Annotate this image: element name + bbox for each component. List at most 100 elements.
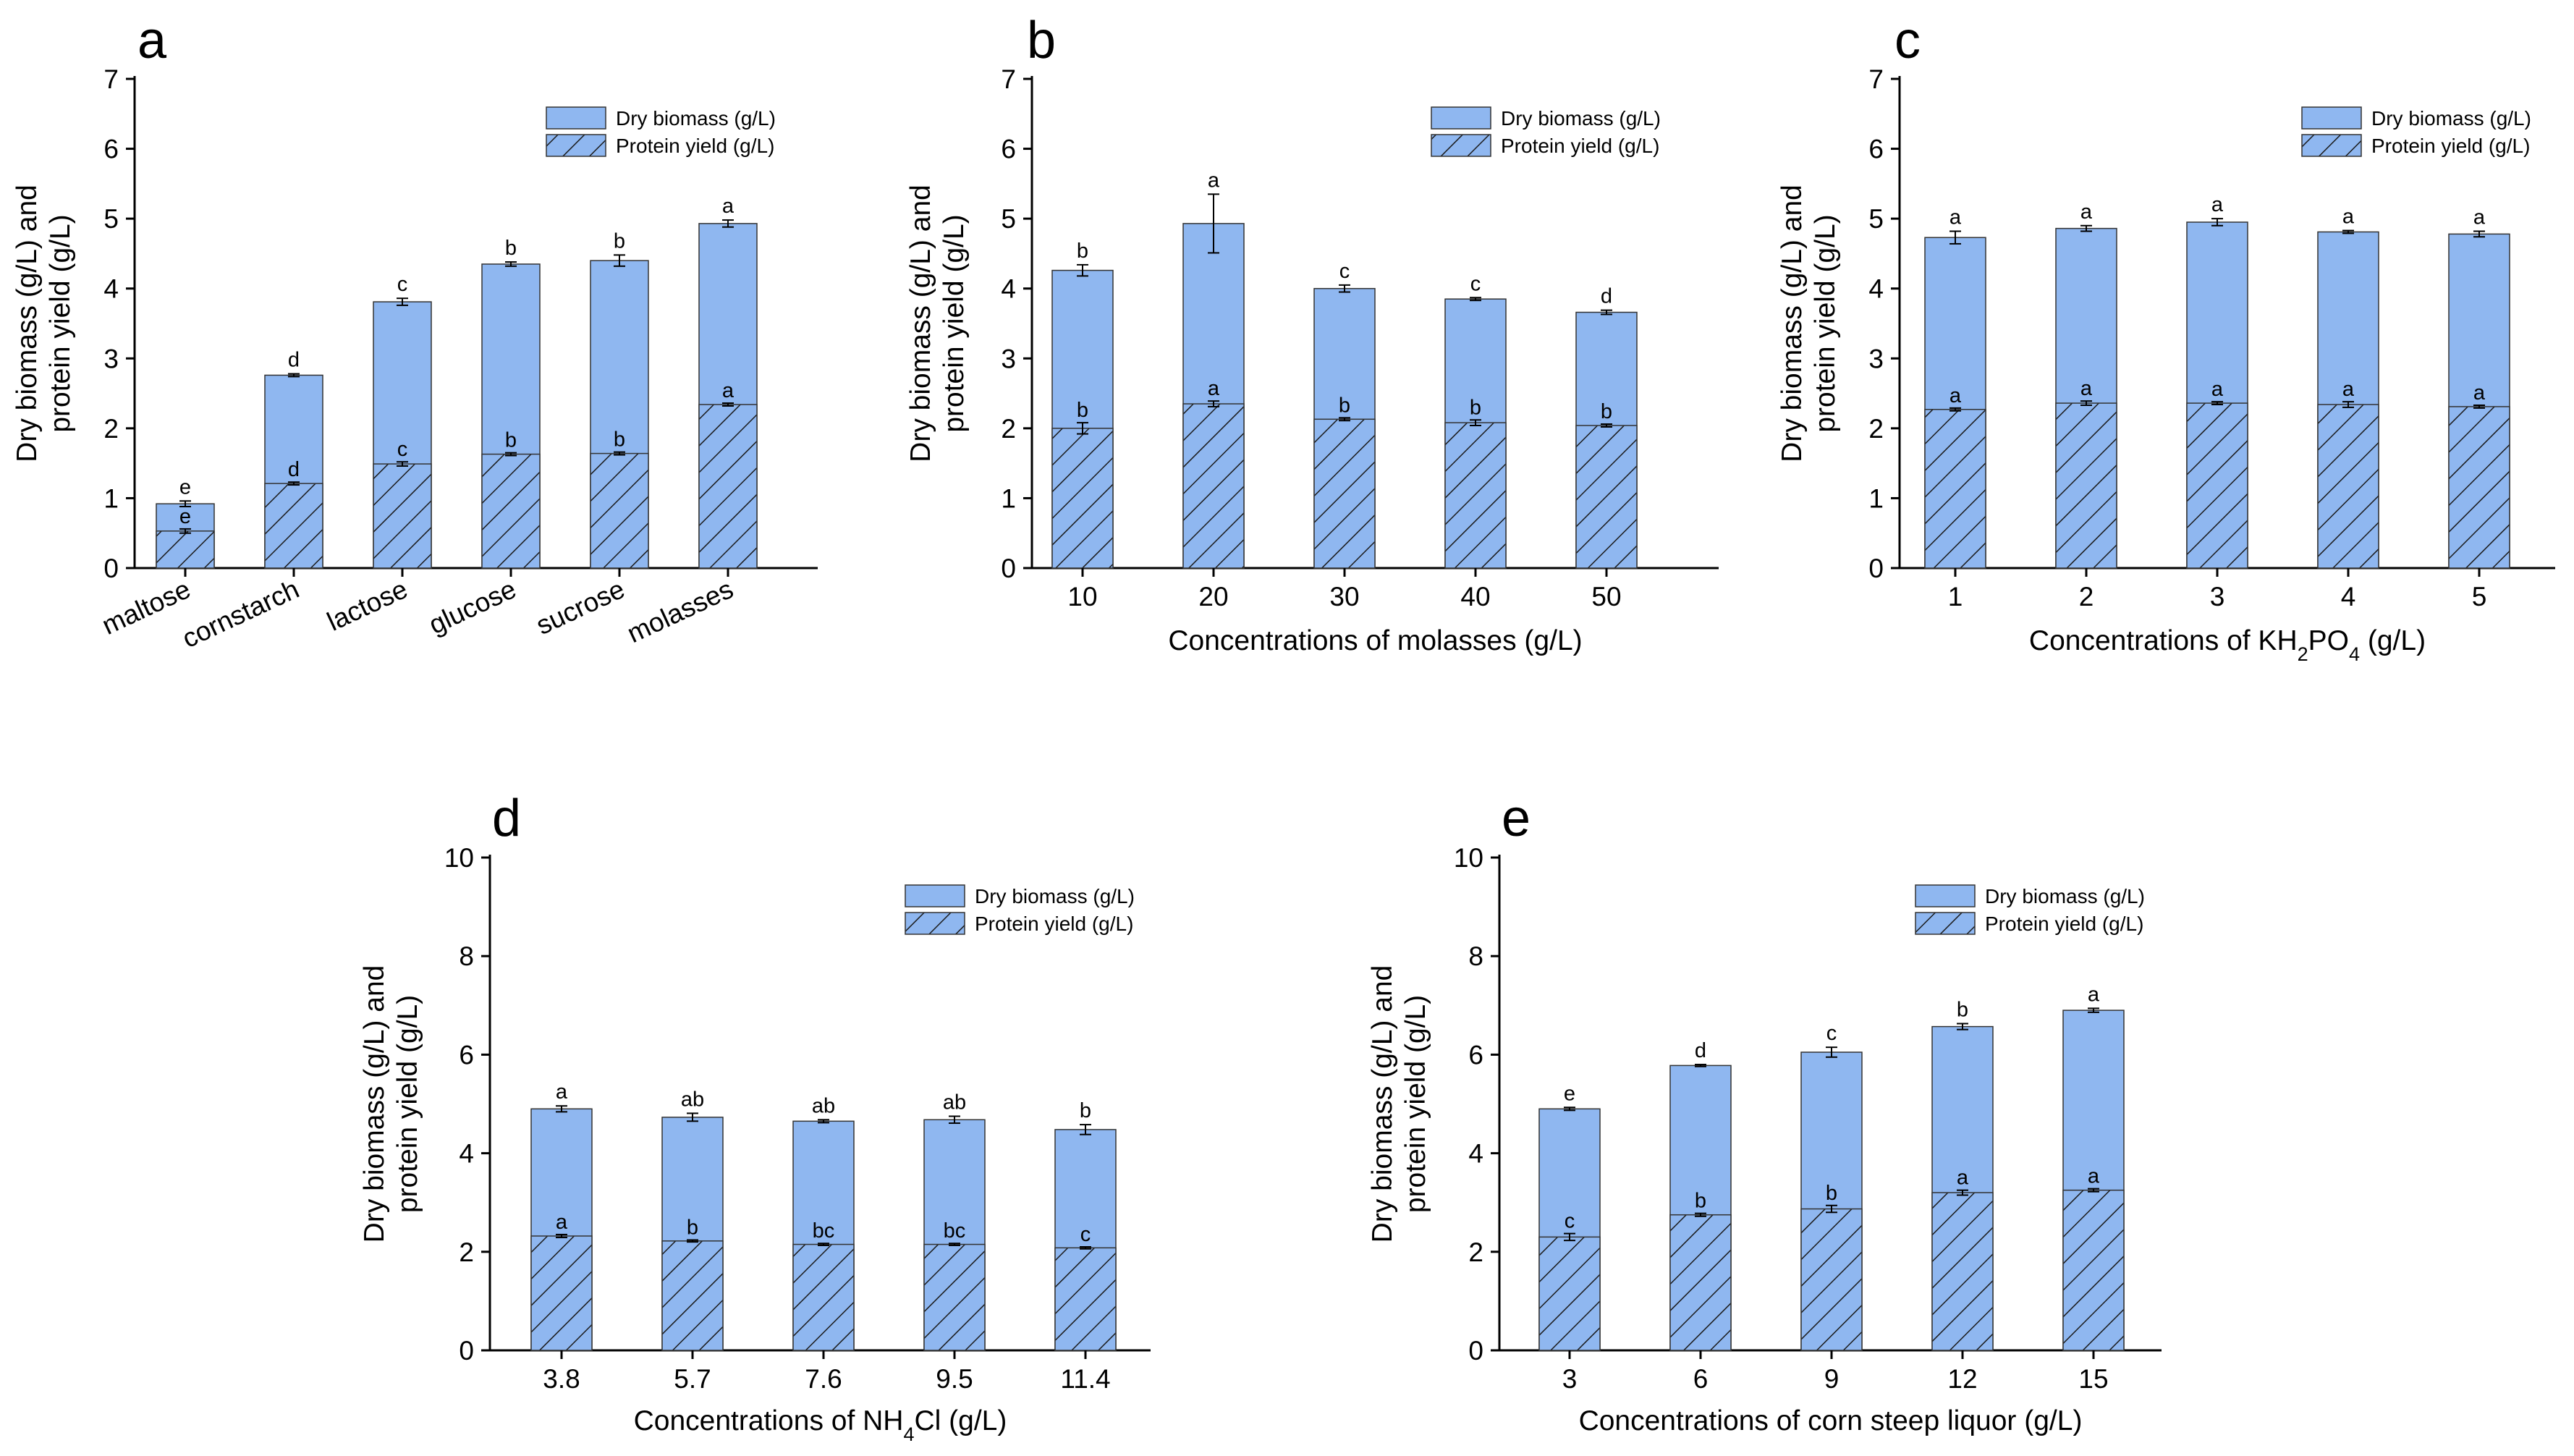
x-axis-title-part: Concentrations of KH <box>2029 625 2298 656</box>
y-axis-title: Dry biomass (g/L) andprotein yield (g/L) <box>1777 185 1841 462</box>
legend-swatch-dry-biomass <box>1431 106 1491 130</box>
error-bar-protein-yield <box>1564 1232 1575 1242</box>
bar-protein-yield <box>373 463 432 569</box>
y-axis-title-line: Dry biomass (g/L) and <box>905 185 936 462</box>
error-bar-protein-yield <box>179 528 191 534</box>
significance-label-protein: e <box>179 505 191 528</box>
error-bar-dry-biomass <box>2473 230 2485 238</box>
y-tick-label: 2 <box>459 1237 474 1267</box>
significance-label-protein: a <box>1208 377 1220 400</box>
error-bar-dry-biomass <box>1826 1046 1837 1058</box>
legend-label-dry-biomass: Dry biomass (g/L) <box>1501 107 1661 130</box>
y-tick-label: 0 <box>459 1336 474 1366</box>
y-axis-title-line: protein yield (g/L) <box>45 214 76 432</box>
x-tick-label: cornstarch <box>178 574 304 653</box>
bar-protein-yield <box>2062 1189 2125 1351</box>
legend-label-protein-yield: Protein yield (g/L) <box>1985 913 2143 935</box>
error-bar-protein-yield <box>2342 401 2354 408</box>
error-bar-protein-yield <box>687 1239 698 1243</box>
x-tick-label: 5.7 <box>674 1364 711 1394</box>
x-tick-label: 10 <box>1067 582 1097 611</box>
error-bar-protein-yield <box>1826 1204 1837 1214</box>
significance-label-protein: b <box>1601 400 1612 423</box>
error-bar-dry-biomass <box>2080 224 2092 232</box>
x-tick-label: 5 <box>2472 582 2487 611</box>
y-tick-label: 8 <box>459 941 474 971</box>
error-bar-protein-yield <box>1339 417 1350 422</box>
legend-swatch-protein-yield <box>1431 134 1491 157</box>
significance-label-biomass: d <box>1601 285 1612 308</box>
error-bar-protein-yield <box>1080 1245 1091 1250</box>
error-bar-protein-yield <box>505 452 517 457</box>
legend-label-protein-yield: Protein yield (g/L) <box>2371 135 2530 157</box>
x-tick-label: 2 <box>2079 582 2094 611</box>
significance-label-protein: a <box>2473 381 2486 405</box>
error-bar-dry-biomass <box>722 219 734 228</box>
x-tick-label: 3.8 <box>543 1364 580 1394</box>
significance-label-biomass: a <box>1208 169 1220 192</box>
significance-label-biomass: ab <box>943 1091 966 1114</box>
y-axis-title-line: Dry biomass (g/L) and <box>359 965 390 1243</box>
error-bar-protein-yield <box>556 1233 567 1239</box>
y-axis-title: Dry biomass (g/L) andprotein yield (g/L) <box>359 965 423 1243</box>
y-tick-label: 6 <box>1468 1040 1483 1070</box>
error-bar-dry-biomass <box>1339 284 1350 293</box>
legend-label-protein-yield: Protein yield (g/L) <box>1501 135 1659 157</box>
error-bar-dry-biomass <box>288 373 300 378</box>
x-axis-title: Concentrations of KH2PO4 (g/L) <box>2029 625 2426 665</box>
x-axis-title: Concentrations of NH4Cl (g/L) <box>634 1405 1007 1445</box>
y-axis-title: Dry biomass (g/L) andprotein yield (g/L) <box>905 185 970 462</box>
error-bar-protein-yield <box>397 461 408 467</box>
y-tick-label: 0 <box>1868 554 1884 583</box>
y-tick-label: 0 <box>1001 554 1016 583</box>
error-bar-dry-biomass <box>1949 230 1961 245</box>
y-axis-title-line: protein yield (g/L) <box>1810 214 1841 432</box>
x-axis-title-subscript: 4 <box>2349 643 2360 665</box>
y-tick-label: 0 <box>103 554 119 583</box>
x-tick-label: 6 <box>1693 1364 1709 1394</box>
significance-label-protein: b <box>505 429 517 452</box>
y-tick-label: 5 <box>1001 204 1016 234</box>
y-axis-title: Dry biomass (g/L) andprotein yield (g/L) <box>1367 965 1431 1243</box>
x-tick-label: 3 <box>1562 1364 1578 1394</box>
error-bar-protein-yield <box>614 451 625 456</box>
significance-label-protein: d <box>288 458 300 481</box>
panel-letter: e <box>1502 790 1531 847</box>
significance-label-biomass: a <box>2080 200 2093 224</box>
significance-label-protein: a <box>1949 384 1962 407</box>
error-bar-dry-biomass <box>179 500 191 508</box>
panel-letter: b <box>1027 12 1056 69</box>
error-bar-protein-yield <box>1208 400 1219 407</box>
significance-label-biomass: a <box>2088 983 2100 1006</box>
error-bar-protein-yield <box>1601 423 1612 428</box>
bar-protein-yield <box>792 1243 855 1351</box>
y-axis-title: Dry biomass (g/L) andprotein yield (g/L) <box>12 185 76 462</box>
x-axis-title: Concentrations of molasses (g/L) <box>1168 625 1582 656</box>
y-tick-label: 3 <box>103 344 119 373</box>
legend-label-dry-biomass: Dry biomass (g/L) <box>2371 107 2531 130</box>
significance-label-protein: b <box>687 1216 698 1239</box>
y-tick-label: 7 <box>1868 64 1884 94</box>
y-tick-label: 5 <box>1868 204 1884 234</box>
significance-label-protein: a <box>2211 378 2224 401</box>
y-tick-label: 6 <box>1001 135 1016 164</box>
chart-panel-b: b 0 1 2 3 4 5 6 7 Dry biomass (g/L) andprotein yi… <box>905 12 1719 656</box>
chart-panel-c: c 0 1 2 3 4 5 6 7 Dry biomass (g/L) andprotein yi… <box>1777 12 2555 665</box>
x-tick-label: 4 <box>2341 582 2356 611</box>
significance-label-protein: c <box>1080 1223 1091 1246</box>
error-bar-protein-yield <box>2080 400 2092 406</box>
error-bar-dry-biomass <box>505 261 517 267</box>
significance-label-protein: b <box>1695 1190 1706 1213</box>
legend-swatch-dry-biomass <box>1915 884 1976 907</box>
significance-label-protein: b <box>1470 396 1481 419</box>
y-tick-label: 7 <box>103 64 119 94</box>
error-bar-dry-biomass <box>2088 1007 2099 1013</box>
bar-protein-yield <box>1182 403 1245 569</box>
y-tick-label: 4 <box>1868 274 1884 304</box>
y-tick-label: 2 <box>103 414 119 444</box>
bar-protein-yield <box>481 453 541 569</box>
x-tick-label: 11.4 <box>1060 1364 1110 1394</box>
x-tick-label: molasses <box>622 574 737 648</box>
bar-protein-yield <box>530 1235 593 1351</box>
significance-label-biomass: e <box>179 475 191 499</box>
